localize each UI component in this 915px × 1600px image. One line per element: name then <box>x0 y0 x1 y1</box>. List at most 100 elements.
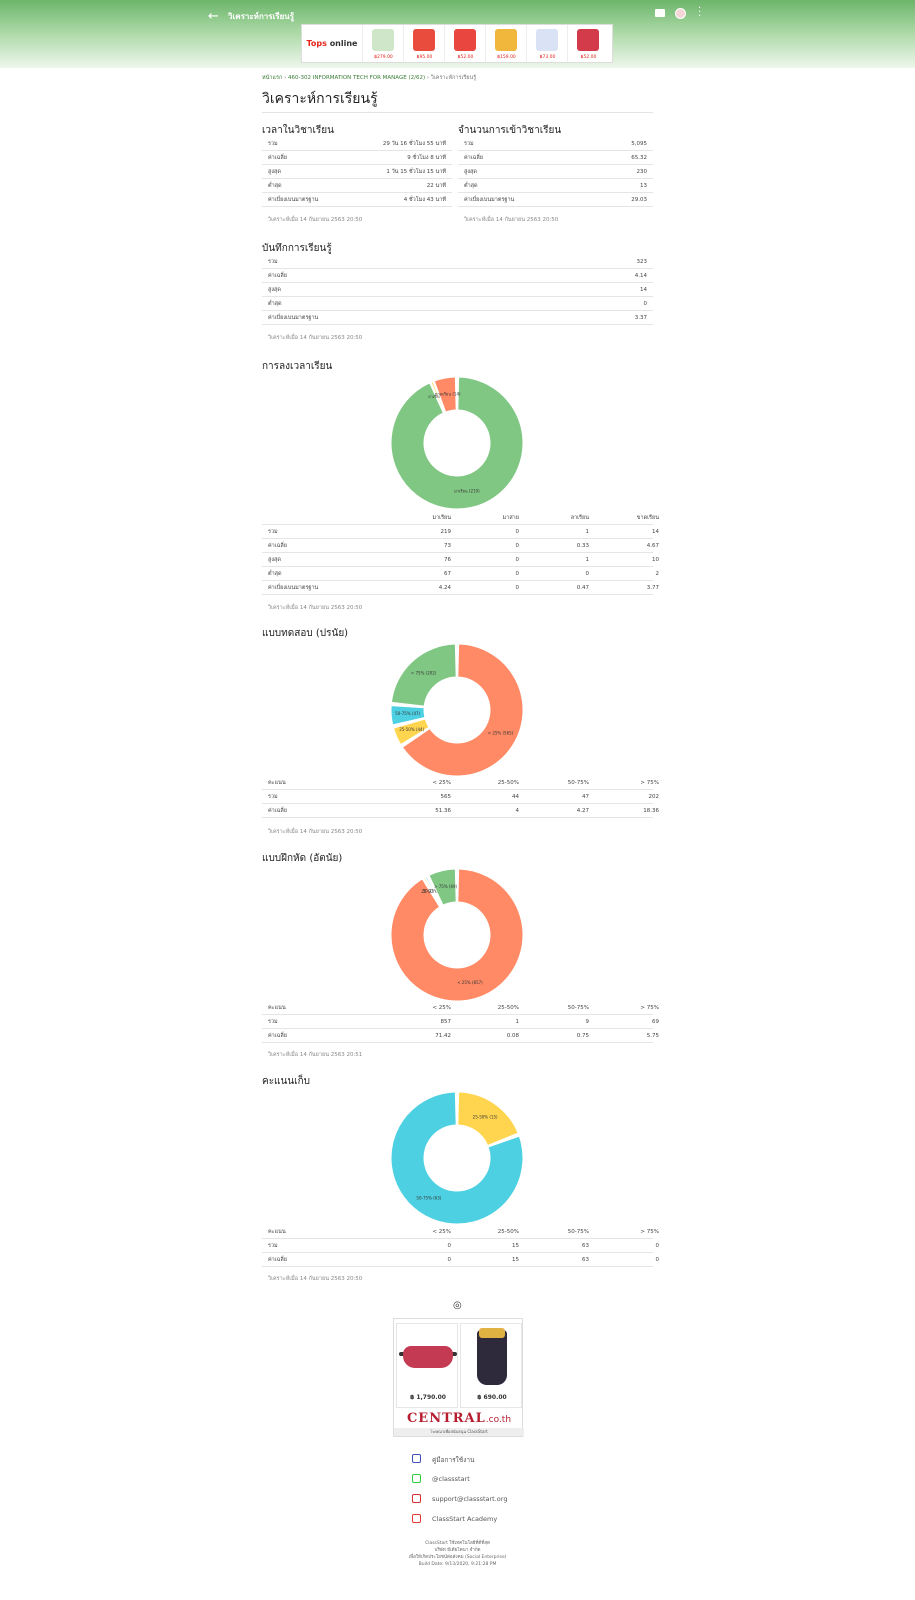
table-row: รวม 29 วัน 16 ชั่วโมง 55 นาที <box>262 137 452 151</box>
row-label: ค่าเฉลี่ย <box>464 154 483 161</box>
table-cell: 0 <box>655 1242 660 1249</box>
table-row: รวม 219 0 1 14 <box>262 525 659 539</box>
arrow-left-icon[interactable]: ← <box>208 9 219 24</box>
ad-product-bag[interactable]: ฿ 1,790.00 <box>396 1323 458 1408</box>
chat-icon[interactable] <box>655 9 665 17</box>
footer-link-label[interactable]: support@classstart.org <box>432 1495 508 1503</box>
table-cell: 71.42 <box>435 1032 451 1039</box>
table-cell: 5.75 <box>646 1032 659 1039</box>
row-value: 5,095 <box>631 140 647 147</box>
column-header: ขาดเรียน <box>636 514 659 521</box>
exercise-table: คะแนน < 25% 25-50% 50-75% > 75% รวม 857 1 9 69 ค่า… <box>262 1001 659 1043</box>
footer-link[interactable]: @classstart <box>410 1472 540 1492</box>
table-cell: 44 <box>512 793 519 800</box>
ad-product[interactable]: ฿279.00 <box>362 25 403 62</box>
table-cell: 1 <box>515 1018 520 1025</box>
ad-price-1: ฿ 1,790.00 <box>410 1394 446 1401</box>
avatar[interactable] <box>675 8 686 19</box>
table-row: ค่าเฉลี่ย 9 ชั่วโมง 8 นาที <box>262 151 452 165</box>
column-header: คะแนน <box>268 779 286 786</box>
table-row: รวม 5,095 <box>458 137 653 151</box>
breadcrumb-home[interactable]: หน้าแรก <box>262 75 283 81</box>
row-value: 9 ชั่วโมง 8 นาที <box>407 154 446 161</box>
row-value: 4 ชั่วโมง 43 นาที <box>403 196 446 203</box>
table-header-row: คะแนน < 25% 25-50% 50-75% > 75% <box>262 776 659 790</box>
globe-icon[interactable]: ◎ <box>453 1300 462 1311</box>
table-row: ค่าเบี่ยงเบนมาตรฐาน 4.24 0 0.47 3.77 <box>262 581 659 595</box>
row-value: 14 <box>640 286 647 293</box>
footer-text: ClassStart ใช้เทคโนโลยีที่ดีที่สุด บริษั… <box>375 1540 540 1568</box>
ad-product[interactable]: ฿52.00 <box>567 25 608 62</box>
pie-slice[interactable] <box>430 380 446 414</box>
chevron-right-icon: › <box>284 75 289 81</box>
column-header: > 75% <box>640 779 659 786</box>
exercise-timestamp: วิเคราะห์เมื่อ 14 กันยายน 2563 20:51 <box>268 1052 363 1058</box>
youtube-icon <box>412 1514 421 1523</box>
table-row: รวม 857 1 9 69 <box>262 1015 659 1029</box>
table-cell: 47 <box>582 793 589 800</box>
table-row: ค่าเฉลี่ย 65.32 <box>458 151 653 165</box>
ad-product[interactable]: ฿95.00 <box>403 25 444 62</box>
ad-product[interactable]: ฿73.00 <box>526 25 567 62</box>
pie-slice[interactable] <box>390 1091 524 1225</box>
journal-table: รวม 323 ค่าเฉลี่ย 4.14 สูงสุด 14 ต่ำสุด 0 ค่าเบี… <box>262 255 653 325</box>
table-cell: 76 <box>444 556 451 563</box>
footer-link-label[interactable]: @classstart <box>432 1475 470 1483</box>
table-cell: 18.36 <box>643 807 659 814</box>
table-cell: 0 <box>447 1242 452 1249</box>
footer-link[interactable]: support@classstart.org <box>410 1492 540 1512</box>
manual-icon <box>412 1454 421 1463</box>
ad-product-dress[interactable]: ฿ 690.00 <box>460 1323 522 1408</box>
central-logo: CENTRAL.co.th <box>406 1411 512 1426</box>
table-cell: 51.36 <box>435 807 451 814</box>
slice-label: 25-50% (44) <box>399 727 424 732</box>
pie-slice[interactable] <box>424 875 443 907</box>
pie-slice[interactable] <box>428 868 457 906</box>
row-value: 1 วัน 15 ชั่วโมง 15 นาที <box>386 168 446 175</box>
breadcrumb-course[interactable]: 460-302 INFORMATION TECH FOR MANAGE (2/6… <box>288 75 426 81</box>
quiz-title: แบบทดสอบ (ปรนัย) <box>262 628 349 639</box>
study-time-title: เวลาในวิชาเรียน <box>262 125 334 136</box>
table-row: ค่าเบี่ยงเบนมาตรฐาน 29.03 <box>458 193 653 207</box>
ad-product[interactable]: ฿159.00 <box>485 25 526 62</box>
attendance-donut-chart: มาเรียน (219) ลาเรียน (1)ขาดเรียน (14) <box>390 376 524 510</box>
row-label: ค่าเฉลี่ย <box>268 154 287 161</box>
central-ad[interactable]: ฿ 1,790.00 ฿ 690.00 CENTRAL.co.th โฆษณาเ… <box>393 1318 524 1437</box>
table-cell: 857 <box>440 1018 452 1025</box>
row-label: ต่ำสุด <box>268 182 282 189</box>
ad-product[interactable]: ฿52.00 <box>444 25 485 62</box>
pie-slice[interactable] <box>457 1091 519 1147</box>
footer-link-label[interactable]: คู่มือการใช้งาน <box>432 1456 475 1464</box>
footer-link-label[interactable]: ClassStart Academy <box>432 1515 498 1523</box>
table-cell: ค่าเบี่ยงเบนมาตรฐาน <box>268 584 319 591</box>
app-title: วิเคราะห์การเรียนรู้ <box>228 12 295 21</box>
footer-link[interactable]: ClassStart Academy <box>410 1512 540 1532</box>
table-cell: 14 <box>652 528 659 535</box>
page-title: วิเคราะห์การเรียนรู้ <box>262 91 378 107</box>
row-value: 13 <box>640 182 647 189</box>
row-value: 3.37 <box>634 314 647 321</box>
table-row: ค่าเฉลี่ย 73 0 0.33 4.67 <box>262 539 659 553</box>
ad-sponsor-text: โฆษณาเพื่อสนับสนุน ClassStart <box>394 1428 524 1436</box>
score-title: คะแนนเก็บ <box>262 1076 310 1087</box>
table-row: ค่าเฉลี่ย 71.42 0.08 0.75 5.75 <box>262 1029 659 1043</box>
slice-label: > 75% (69) <box>434 884 457 889</box>
table-cell: 69 <box>652 1018 659 1025</box>
pie-slice[interactable] <box>390 705 426 726</box>
journal-title: บันทึกการเรียนรู้ <box>262 243 332 254</box>
slice-label: มาเรียน (219) <box>454 488 480 493</box>
top-ad-banner[interactable]: Tops online ฿279.00 ฿95.00 ฿52.00 ฿159.00 ฿7… <box>301 24 613 63</box>
table-row: ค่าเฉลี่ย 0 15 63 0 <box>262 1253 659 1267</box>
pie-slice[interactable] <box>390 643 457 707</box>
more-vert-icon[interactable]: · · · <box>698 3 702 22</box>
score-table: คะแนน < 25% 25-50% 50-75% > 75% รวม 0 15 63 0 ค่าเ… <box>262 1225 659 1267</box>
table-cell: 0 <box>515 528 520 535</box>
line-icon <box>412 1474 421 1483</box>
pie-slice[interactable] <box>433 376 457 413</box>
pie-slice[interactable] <box>392 718 430 746</box>
footer-link[interactable]: คู่มือการใช้งาน <box>410 1452 540 1472</box>
table-cell: 3.77 <box>646 584 659 591</box>
pie-slice[interactable] <box>390 376 524 510</box>
pie-slice[interactable] <box>390 868 524 1002</box>
pie-slice[interactable] <box>401 643 524 777</box>
